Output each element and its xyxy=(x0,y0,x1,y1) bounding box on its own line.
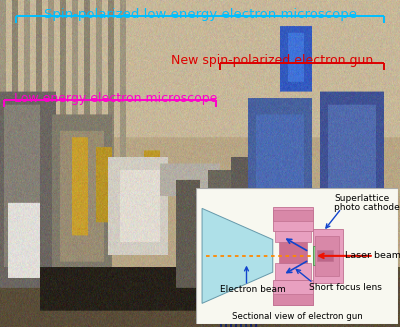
Text: photo cathode: photo cathode xyxy=(334,202,400,212)
Bar xyxy=(273,210,313,221)
Text: Spin-polarized low energy electron microscope: Spin-polarized low energy electron micro… xyxy=(44,8,356,21)
Text: New spin-polarized electron gun: New spin-polarized electron gun xyxy=(171,54,373,67)
Bar xyxy=(273,280,313,305)
Bar xyxy=(275,232,311,242)
Text: Laser beam: Laser beam xyxy=(346,251,400,260)
Bar xyxy=(313,229,344,283)
Bar xyxy=(275,263,311,280)
Bar xyxy=(279,242,307,263)
Bar xyxy=(315,235,340,276)
Text: Superlattice: Superlattice xyxy=(334,194,390,203)
Bar xyxy=(317,250,333,261)
Bar xyxy=(273,207,313,232)
Bar xyxy=(273,294,313,305)
Bar xyxy=(313,246,331,266)
Text: Short focus lens: Short focus lens xyxy=(309,283,382,292)
Text: Sectional view of electron gun: Sectional view of electron gun xyxy=(232,312,362,321)
Polygon shape xyxy=(202,208,273,303)
Text: Electron beam: Electron beam xyxy=(220,285,286,294)
Text: Low energy electron microscope: Low energy electron microscope xyxy=(14,92,218,105)
